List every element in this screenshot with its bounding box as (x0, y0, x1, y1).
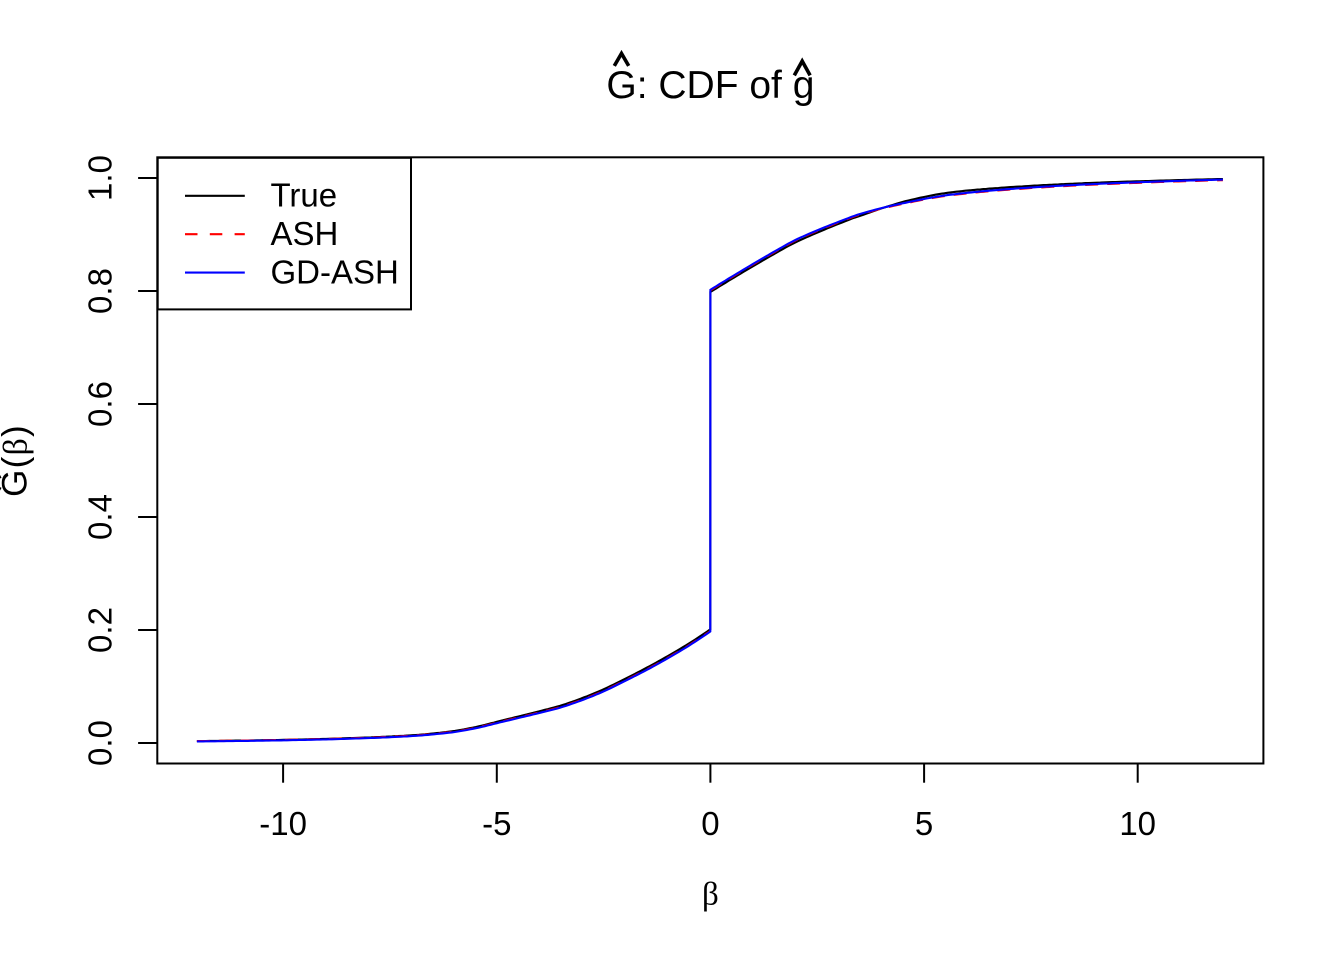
svg-text:0.2: 0.2 (82, 607, 119, 653)
svg-text:-5: -5 (482, 805, 511, 842)
svg-text:-10: -10 (259, 805, 307, 842)
svg-text:5: 5 (915, 805, 933, 842)
svg-text:GD-ASH: GD-ASH (271, 253, 399, 290)
svg-text:True: True (271, 177, 338, 214)
svg-text:0.0: 0.0 (82, 720, 119, 766)
svg-text:G: CDF of g: G: CDF of g (606, 64, 814, 107)
svg-text:0: 0 (701, 805, 719, 842)
svg-text:0.4: 0.4 (82, 494, 119, 540)
svg-text:ASH: ASH (271, 215, 339, 252)
svg-text:0.8: 0.8 (82, 268, 119, 314)
svg-text:β: β (702, 877, 719, 913)
svg-text:0.6: 0.6 (82, 381, 119, 427)
svg-text:G(β): G(β) (0, 424, 35, 497)
svg-text:10: 10 (1119, 805, 1156, 842)
svg-text:1.0: 1.0 (82, 155, 119, 201)
